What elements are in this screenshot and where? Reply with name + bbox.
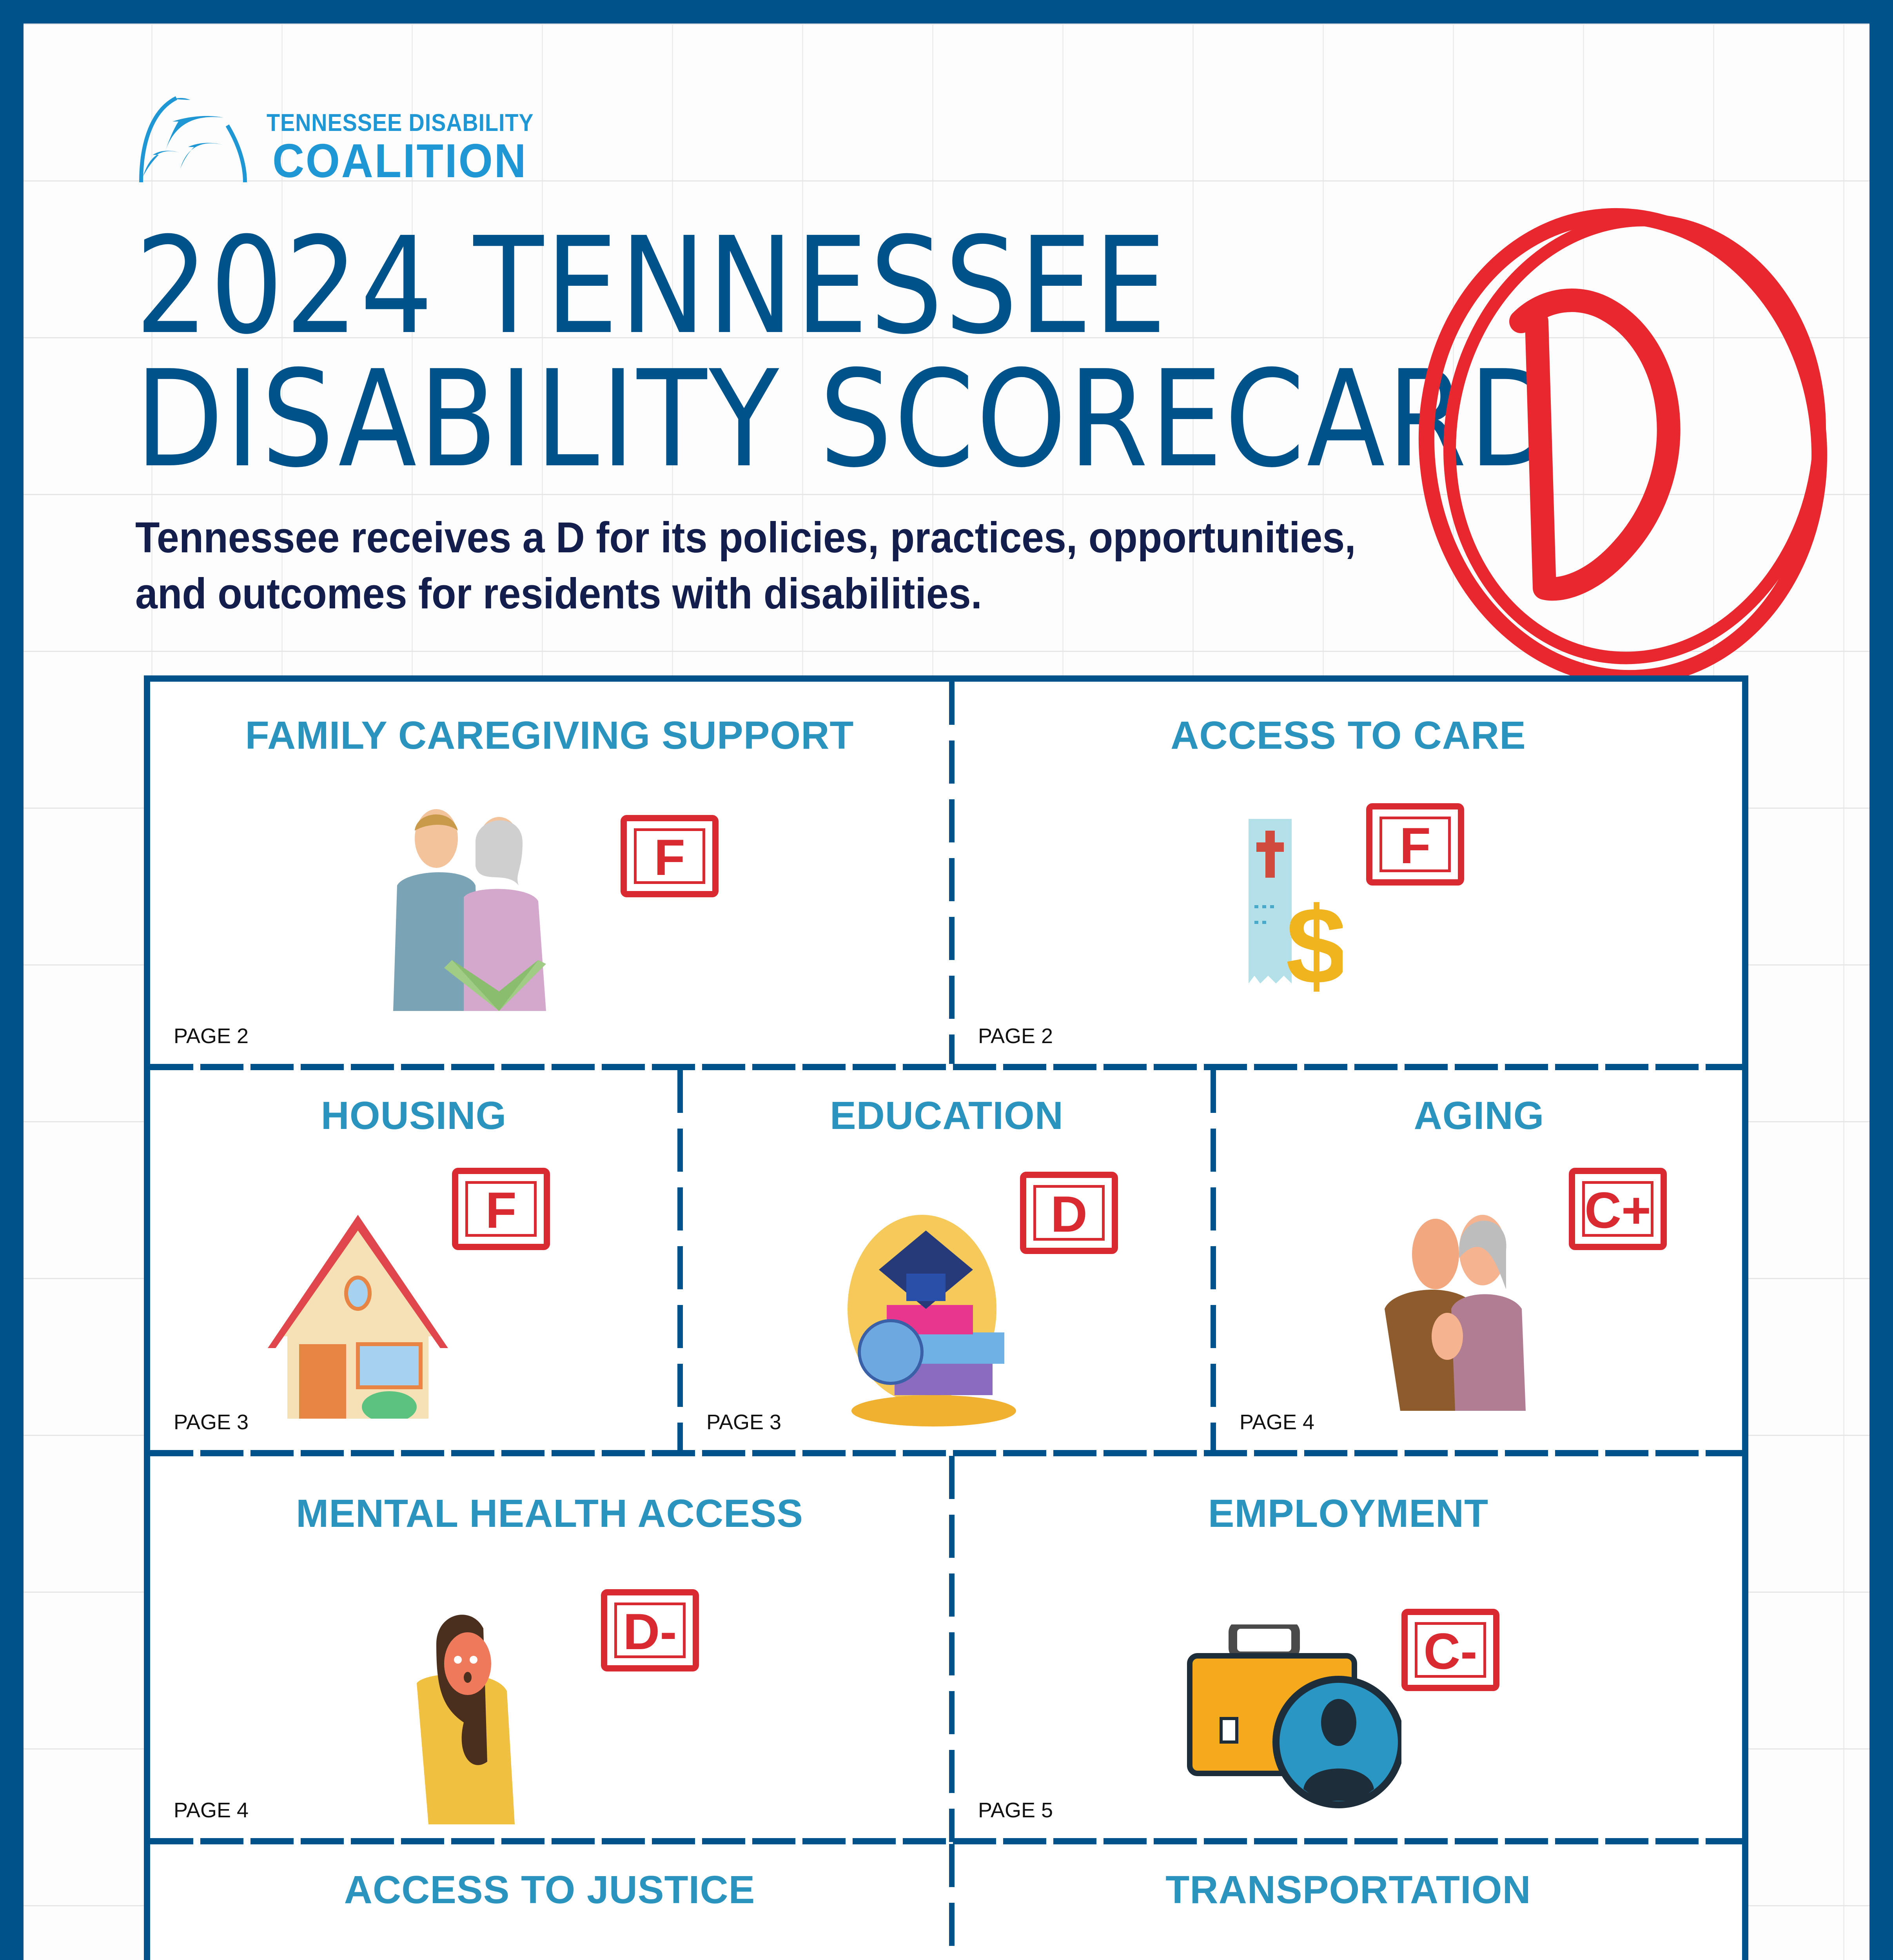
caregivers-reading-icon <box>393 809 546 1011</box>
subtitle-line1: Tennessee receives a D for its policies,… <box>135 514 1356 562</box>
category-card-housing[interactable]: HOUSING F PAGE 3 <box>150 1070 677 1450</box>
subtitle: Tennessee receives a D for its policies,… <box>135 510 1356 622</box>
divider <box>949 1456 955 1842</box>
category-card-family-caregiving[interactable]: FAMILY CAREGIVING SUPPORT F PAGE 2 <box>150 682 949 1064</box>
category-card-aging[interactable]: AGING C+ PAGE 4 <box>1216 1070 1742 1450</box>
category-title: MENTAL HEALTH ACCESS <box>296 1492 804 1535</box>
elderly-couple-icon <box>1385 1215 1526 1411</box>
category-title: EMPLOYMENT <box>1208 1492 1489 1535</box>
birds-arch-icon <box>139 96 247 183</box>
divider <box>949 1844 955 1960</box>
category-card-education[interactable]: EDUCATION D PAGE 3 <box>683 1070 1211 1450</box>
graduation-books-icon <box>848 1215 1016 1426</box>
briefcase-person-icon <box>1187 1624 1401 1808</box>
grade-stamp: C+ <box>1569 1168 1667 1250</box>
category-card-access-to-care[interactable]: ACCESS TO CARE $ F PAGE 2 <box>955 682 1742 1064</box>
category-title: HOUSING <box>321 1094 507 1138</box>
overall-grade-circle-icon: D <box>1418 208 1828 686</box>
category-title: TRANSPORTATION <box>1165 1868 1531 1912</box>
divider <box>150 1064 1742 1070</box>
subtitle-line2: and outcomes for residents with disabili… <box>135 570 982 618</box>
divider <box>949 682 955 1064</box>
page-reference: PAGE 5 <box>978 1798 1053 1822</box>
coalition-logo: TENNESSEE DISABILITY COALITION <box>137 94 568 187</box>
category-grid: FAMILY CAREGIVING SUPPORT F PAGE 2 ACCES… <box>144 675 1748 1960</box>
logo-line1: TENNESSEE DISABILITY <box>267 109 534 136</box>
page-reference: PAGE 4 <box>174 1798 249 1822</box>
page-reference: PAGE 3 <box>174 1410 249 1434</box>
scorecard-page: TENNESSEE DISABILITY COALITION 2024 TENN… <box>24 24 1869 1960</box>
divider <box>150 1450 1742 1456</box>
category-card-transportation[interactable]: TRANSPORTATION C- PAGE 6 <box>955 1844 1742 1960</box>
grade-stamp: D <box>1020 1172 1118 1254</box>
category-card-employment[interactable]: EMPLOYMENT C- PAGE 5 <box>955 1456 1742 1838</box>
grade-stamp: F <box>452 1168 550 1250</box>
house-icon <box>268 1215 448 1419</box>
category-title: EDUCATION <box>829 1094 1064 1138</box>
page-reference: PAGE 3 <box>706 1410 782 1434</box>
page-reference: PAGE 2 <box>978 1024 1053 1048</box>
distressed-person-icon <box>417 1615 515 1824</box>
divider <box>1211 1070 1216 1452</box>
category-card-access-to-justice[interactable]: ACCESS TO JUSTICE C- PAGE 5 <box>150 1844 949 1960</box>
grade-stamp: C- <box>1401 1609 1499 1691</box>
divider <box>677 1070 683 1452</box>
category-title: ACCESS TO CARE <box>1171 713 1526 757</box>
svg-text:$: $ <box>1286 885 1343 1007</box>
category-title: AGING <box>1414 1094 1545 1138</box>
grade-stamp: F <box>1366 803 1464 886</box>
grade-stamp: F <box>621 815 719 897</box>
page-title-line1: 2024 TENNESSEE <box>135 209 1169 364</box>
grade-stamp: D- <box>601 1589 699 1671</box>
page-reference: PAGE 4 <box>1240 1410 1315 1434</box>
category-card-mental-health[interactable]: MENTAL HEALTH ACCESS D- PAGE 4 <box>150 1456 949 1838</box>
category-title: FAMILY CAREGIVING SUPPORT <box>245 713 854 757</box>
logo-line2: COALITION <box>272 134 528 187</box>
divider <box>150 1838 1742 1844</box>
page-reference: PAGE 2 <box>174 1024 249 1048</box>
medical-bill-icon: $ <box>1249 819 1343 1007</box>
category-title: ACCESS TO JUSTICE <box>344 1868 755 1912</box>
page-title-line2: DISABILITY SCORECARD <box>135 342 1559 497</box>
